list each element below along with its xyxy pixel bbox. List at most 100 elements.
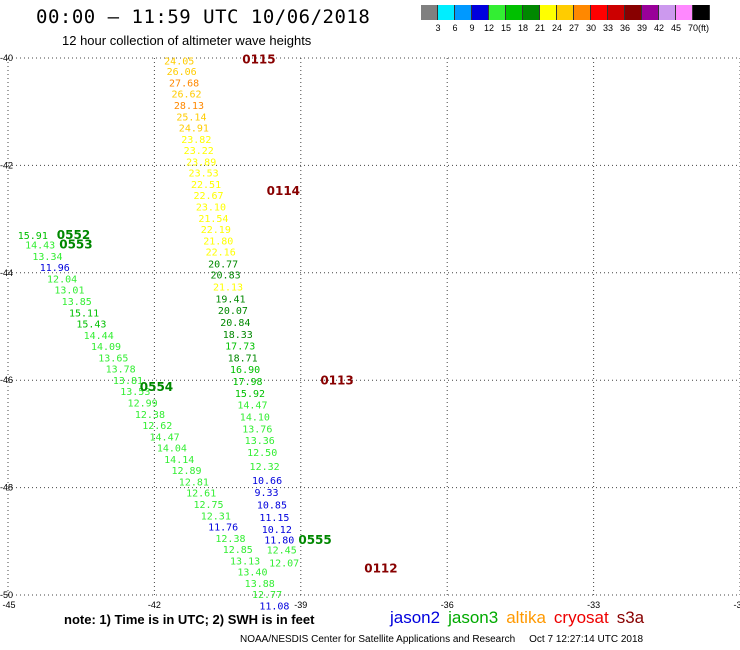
wave-height-value: 15.11 [69,308,99,319]
legend-label: 30 [585,23,596,33]
x-tick-label: -33 [587,600,600,610]
wave-height-value: 13.78 [106,365,136,376]
pass-time-label: 0113 [320,373,353,387]
wave-height-value: 12.89 [171,466,201,477]
wave-height-value: 14.14 [164,455,194,466]
wave-height-value: 11.76 [208,523,238,534]
legend-swatch [438,5,455,20]
wave-height-value: 10.12 [262,525,292,536]
y-tick-label: -46 [0,375,13,385]
wave-height-value: 13.34 [32,252,62,263]
footer: NOAA/NESDIS Center for Satellite Applica… [240,634,643,645]
wave-height-value: 23.22 [184,146,214,157]
legend-swatch [421,5,438,20]
legend-swatch [591,5,608,20]
pass-time-label: 0114 [267,184,300,198]
wave-height-value: 11.08 [259,601,289,610]
wave-height-value: 13.13 [230,556,260,567]
wave-height-value: 11.15 [259,513,289,524]
legend-label: 45 [670,23,681,33]
wave-height-value: 22.19 [201,225,231,236]
legend-swatch [472,5,489,20]
wave-height-value: 26.62 [171,90,201,101]
x-tick-label: -30 [733,600,740,610]
wave-height-value: 12.38 [215,534,245,545]
note-text: note: 1) Time is in UTC; 2) SWH is in fe… [64,612,315,627]
wave-height-value: 15.43 [76,320,106,331]
wave-height-value: 17.98 [232,377,262,388]
wave-height-value: 23.53 [189,169,219,180]
wave-height-value: 11.96 [40,263,70,274]
satellite-cryosat: cryosat [553,608,609,627]
wave-height-value: 10.66 [252,476,282,487]
wave-height-value: 13.85 [62,297,92,308]
wave-height-value: 12.31 [201,511,231,522]
y-tick-label: -40 [0,53,13,63]
pass-time-label: 0554 [140,380,173,394]
pass-time-label: 0115 [242,52,275,66]
wave-height-value: 16.90 [230,365,260,376]
wave-height-value: 14.47 [150,432,180,443]
wave-height-value: 12.04 [47,274,77,285]
wave-height-value: 20.77 [208,259,238,270]
legend-swatch [676,5,693,20]
legend-label: 70 [687,23,698,33]
satellite-altika: altika [506,608,546,627]
pass-time-label: 0552 [57,228,90,242]
y-tick-label: -48 [0,483,13,493]
legend-label: 24 [551,23,562,33]
wave-height-value: 11.80 [264,535,294,546]
wave-height-value: 12.50 [247,448,277,459]
pass-time-label: 0112 [364,561,397,575]
wave-height-value: 13.53 [120,387,150,398]
wave-height-value: 12.99 [128,399,158,410]
satellite-jason2: jason2 [390,608,441,627]
wave-height-value: 23.82 [181,135,211,146]
wave-height-value: 14.43 [25,241,55,252]
y-tick-label: -50 [0,590,13,600]
wave-height-value: 22.16 [206,248,236,259]
pass-time-label: 0553 [59,238,92,252]
wave-height-value: 14.44 [84,331,114,342]
wave-height-chart: -45 -42 -39 -36 -33 -30 -40 -42 -44 -46 -48 -50 24.0… [0,52,740,610]
wave-height-value: 14.10 [240,412,270,423]
wave-height-value: 15.91 [18,231,48,242]
wave-height-value: 19.41 [215,294,245,305]
y-tick-label: -42 [0,160,13,170]
legend-swatch [574,5,591,20]
wave-height-value: 12.45 [267,546,297,557]
legend-label: 18 [517,23,528,33]
wave-height-value: 21.54 [198,214,228,225]
wave-height-value: 18.33 [223,330,253,341]
legend-swatch [693,5,710,20]
wave-height-value: 14.09 [91,342,121,353]
legend-swatch [608,5,625,20]
wave-height-value: 14.47 [237,401,267,412]
wave-height-value: 10.85 [257,501,287,512]
legend-label: 3 [435,23,441,33]
wave-height-value: 18.71 [228,353,258,364]
wave-height-value: 28.13 [174,101,204,112]
wave-height-value: 15.92 [235,389,265,400]
legend-label: 27 [568,23,579,33]
legend-swatch [489,5,506,20]
wave-height-value: 9.33 [254,488,278,499]
legend-swatch [455,5,472,20]
satellite-jason3: jason3 [448,608,499,627]
wave-height-value: 27.68 [169,78,199,89]
wave-height-value: 26.06 [167,67,197,78]
legend-swatch [523,5,540,20]
legend-swatch [557,5,574,20]
pass-time-label: 0555 [298,533,331,547]
wave-height-value: 25.14 [176,112,206,123]
wave-height-value: 20.07 [218,306,248,317]
wave-height-value: 13.01 [54,286,84,297]
wave-height-value: 12.61 [186,489,216,500]
legend-label: 12 [483,23,494,33]
wave-height-value: 12.77 [252,590,282,601]
legend-unit: (ft) [698,23,709,33]
wave-height-value: 24.05 [164,56,194,67]
legend-label: 36 [619,23,630,33]
x-tick-label: -39 [294,600,307,610]
legend-label: 21 [534,23,545,33]
